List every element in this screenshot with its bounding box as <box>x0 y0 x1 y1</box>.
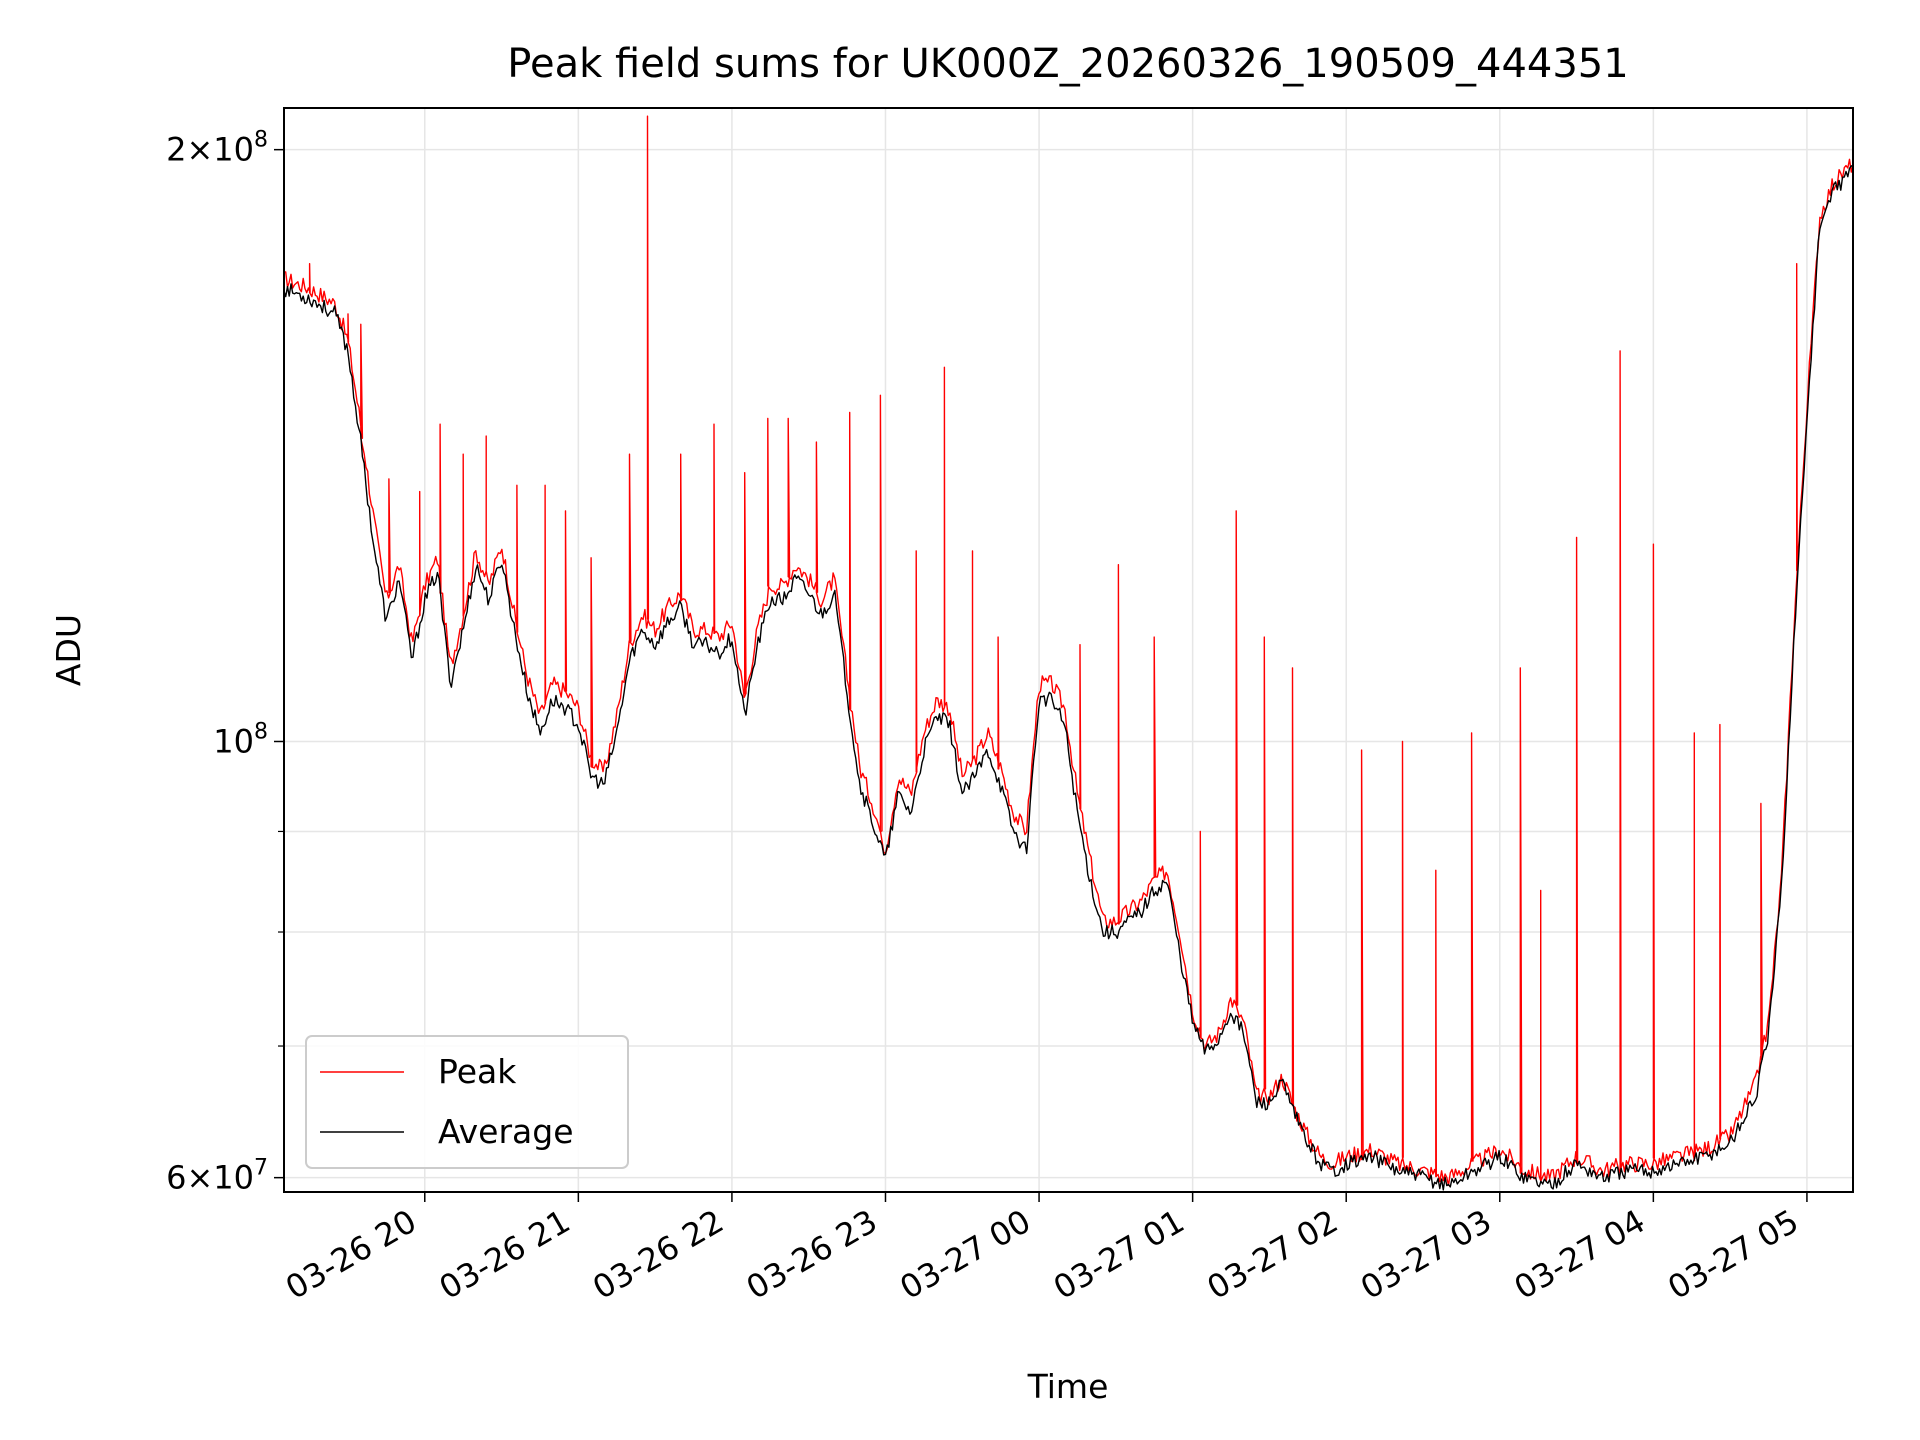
peak-series-line <box>283 115 1854 1187</box>
grid <box>284 108 1853 1192</box>
legend-box <box>305 1035 629 1169</box>
series-lines <box>283 115 1854 1191</box>
average-series-line <box>283 165 1854 1191</box>
x-axis-label: Time <box>1027 1367 1109 1406</box>
y-tick-label: 2×108 <box>166 128 268 169</box>
y-tick-label: 108 <box>213 719 268 760</box>
legend-peak-label: Peak <box>438 1052 517 1091</box>
y-tick-label: 6×107 <box>166 1156 268 1197</box>
legend-average-label: Average <box>438 1112 574 1151</box>
legend: Peak Average <box>305 1035 629 1169</box>
y-axis-label: ADU <box>49 614 88 686</box>
plot-frame <box>283 107 1854 1193</box>
chart-title: Peak field sums for UK000Z_20260326_1905… <box>507 41 1628 87</box>
